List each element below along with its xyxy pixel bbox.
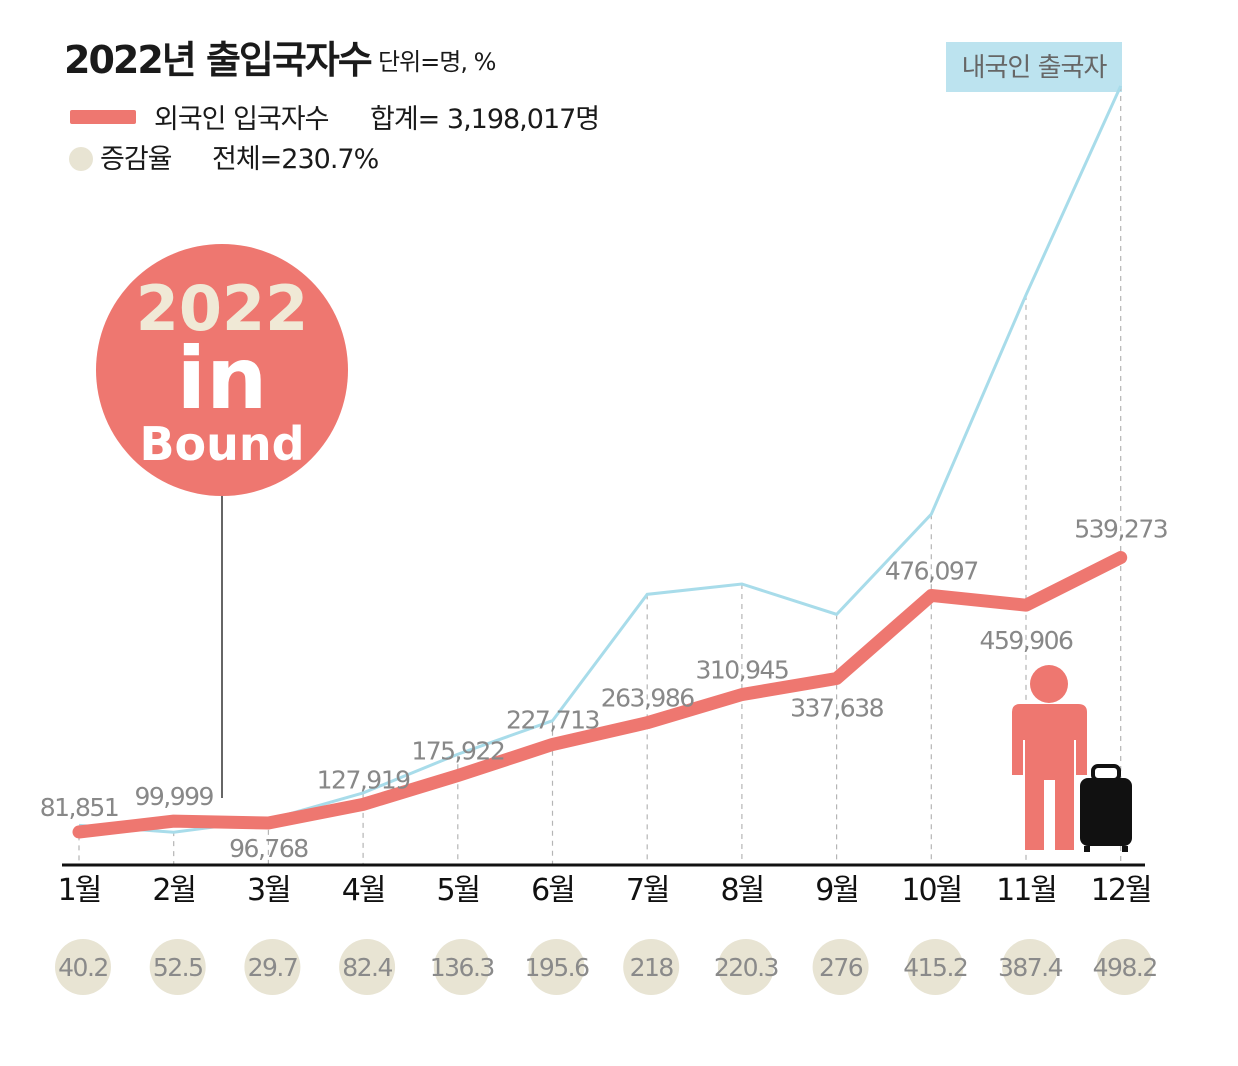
rate-label-11: 387.4	[998, 953, 1063, 982]
value-label-11: 459,906	[980, 626, 1073, 655]
month-label-6: 6월	[531, 873, 574, 908]
rate-label-6: 195.6	[524, 953, 589, 982]
rate-label-4: 82.4	[342, 953, 392, 982]
month-label-3: 3월	[247, 873, 290, 908]
value-label-8: 310,945	[695, 656, 788, 685]
rate-label-2: 52.5	[153, 953, 203, 982]
value-label-7: 263,986	[601, 684, 694, 713]
domestic-series-label: 내국인 출국자	[962, 53, 1108, 83]
rate-label-1: 40.2	[58, 953, 108, 982]
value-label-1: 81,851	[40, 793, 118, 822]
value-label-6: 227,713	[506, 705, 599, 734]
value-labels: 81,851 99,999 96,768 127,919175,922227,7132…	[40, 515, 1167, 864]
month-label-11: 11월	[996, 873, 1056, 908]
value-label-3: 96,768	[229, 834, 308, 863]
month-label-9: 9월	[815, 873, 858, 908]
inbound-badge: 2022 in Bound	[96, 244, 348, 496]
rate-label-8: 220.3	[714, 953, 778, 982]
month-label-12: 12월	[1091, 873, 1151, 908]
value-label-12: 539,273	[1074, 515, 1167, 544]
value-label-10: 476,097	[885, 556, 978, 585]
month-label-5: 5월	[436, 873, 479, 908]
month-label-10: 10월	[901, 873, 961, 908]
value-label-5: 175,922	[411, 737, 504, 766]
badge-in: in	[177, 329, 268, 429]
traveler-icon	[1012, 665, 1132, 852]
rate-label-5: 136.3	[430, 953, 494, 982]
rate-label-10: 415.2	[903, 953, 967, 982]
legend-rate-label: 증감율	[100, 144, 172, 175]
month-label-2: 2월	[152, 873, 195, 908]
chart-title: 2022년 출입국자수	[64, 38, 372, 82]
rate-label-3: 29.7	[248, 953, 298, 982]
legend-foreign-total: 합계= 3,198,017명	[370, 104, 599, 135]
month-label-1: 1월	[58, 873, 101, 908]
unit-label: 단위=명, %	[378, 48, 496, 76]
rate-label-12: 498.2	[1093, 953, 1157, 982]
rate-label-9: 276	[819, 953, 863, 982]
legend-rate-total: 전체=230.7%	[212, 144, 379, 175]
month-label-4: 4월	[342, 873, 385, 908]
month-label-7: 7월	[626, 873, 669, 908]
month-label-8: 8월	[721, 873, 764, 908]
legend-rate-swatch	[69, 147, 93, 171]
value-label-2: 99,999	[134, 782, 213, 811]
rate-row: 40.2 52.5 29.7 82.4 136.3 195.6 218 220.3 276 415…	[55, 939, 1157, 995]
value-label-4: 127,919	[317, 765, 410, 794]
x-tick-labels: 1월 2월 3월 4월 5월 6월 7월 8월 9월 10월 11월 12월	[58, 873, 1151, 908]
legend-foreign-swatch	[70, 110, 136, 124]
legend-foreign-label: 외국인 입국자수	[154, 104, 329, 135]
rate-label-7: 218	[630, 953, 674, 982]
badge-bound: Bound	[139, 417, 304, 471]
value-label-9: 337,638	[790, 694, 883, 723]
